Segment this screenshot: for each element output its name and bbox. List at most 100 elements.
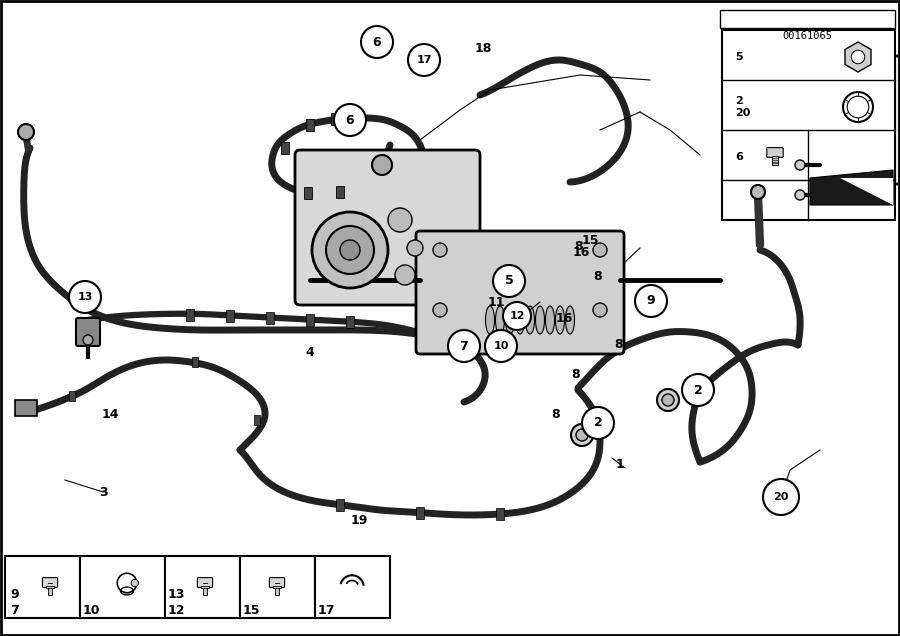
Circle shape xyxy=(582,407,614,439)
Bar xyxy=(306,119,314,131)
Text: 1: 1 xyxy=(616,459,625,471)
Bar xyxy=(331,113,339,125)
Text: 12: 12 xyxy=(168,604,185,616)
Bar xyxy=(202,588,207,595)
Circle shape xyxy=(408,44,440,76)
Text: 5: 5 xyxy=(735,52,742,62)
FancyBboxPatch shape xyxy=(416,231,624,354)
Bar xyxy=(192,357,198,367)
Text: 7: 7 xyxy=(10,604,19,616)
Ellipse shape xyxy=(536,306,544,334)
Bar xyxy=(266,312,274,324)
Circle shape xyxy=(395,265,415,285)
Bar xyxy=(304,187,312,199)
Text: 2: 2 xyxy=(594,417,602,429)
Text: 6: 6 xyxy=(373,36,382,48)
Circle shape xyxy=(662,394,674,406)
Text: 2: 2 xyxy=(694,384,702,396)
Text: 5: 5 xyxy=(505,275,513,287)
Text: 13: 13 xyxy=(168,588,185,602)
Polygon shape xyxy=(845,42,871,72)
Circle shape xyxy=(407,240,423,256)
Bar xyxy=(336,499,344,511)
Bar xyxy=(5,556,80,618)
Bar xyxy=(722,30,895,220)
Text: 2
20: 2 20 xyxy=(735,96,751,118)
Circle shape xyxy=(433,243,447,257)
Ellipse shape xyxy=(485,306,494,334)
Bar xyxy=(720,10,895,28)
Text: 4: 4 xyxy=(306,345,314,359)
Bar xyxy=(48,588,52,595)
Text: 16: 16 xyxy=(572,247,590,259)
Text: 7: 7 xyxy=(460,340,468,352)
Text: 17: 17 xyxy=(416,55,432,65)
FancyBboxPatch shape xyxy=(42,577,58,588)
Text: 11: 11 xyxy=(487,296,505,308)
Bar xyxy=(274,588,279,595)
Circle shape xyxy=(433,303,447,317)
Circle shape xyxy=(851,50,865,64)
FancyBboxPatch shape xyxy=(767,148,783,157)
Circle shape xyxy=(503,302,531,330)
Bar xyxy=(80,556,165,618)
Text: 15: 15 xyxy=(581,233,598,247)
Circle shape xyxy=(372,155,392,175)
Bar xyxy=(336,186,344,198)
Text: 6: 6 xyxy=(735,152,742,162)
Text: 00161065: 00161065 xyxy=(782,31,832,41)
Circle shape xyxy=(795,190,805,200)
FancyBboxPatch shape xyxy=(295,150,480,305)
Circle shape xyxy=(571,424,593,446)
Circle shape xyxy=(593,243,607,257)
Circle shape xyxy=(361,26,393,58)
FancyBboxPatch shape xyxy=(816,56,900,184)
Text: 8: 8 xyxy=(552,408,561,422)
Text: 20: 20 xyxy=(773,492,788,502)
Bar xyxy=(416,507,424,519)
Bar xyxy=(254,415,260,425)
Circle shape xyxy=(326,226,374,274)
Bar xyxy=(496,508,504,520)
Circle shape xyxy=(448,330,480,362)
Bar xyxy=(165,556,240,618)
Text: 10: 10 xyxy=(83,604,101,616)
Bar xyxy=(240,556,315,618)
Circle shape xyxy=(485,330,517,362)
Text: 18: 18 xyxy=(474,43,491,55)
Text: 6: 6 xyxy=(346,113,355,127)
Bar xyxy=(226,310,234,322)
Text: 8: 8 xyxy=(594,270,602,282)
Text: 16: 16 xyxy=(555,312,572,324)
Ellipse shape xyxy=(496,306,505,334)
Text: 13: 13 xyxy=(77,292,93,302)
Bar xyxy=(315,556,390,618)
Circle shape xyxy=(493,265,525,297)
Circle shape xyxy=(751,185,765,199)
Text: 9: 9 xyxy=(10,588,19,602)
FancyBboxPatch shape xyxy=(76,318,100,346)
Text: 8: 8 xyxy=(572,368,580,382)
Circle shape xyxy=(576,429,588,441)
Text: 12: 12 xyxy=(509,311,525,321)
Text: 10: 10 xyxy=(493,341,508,351)
Circle shape xyxy=(18,124,34,140)
Circle shape xyxy=(593,303,607,317)
Circle shape xyxy=(657,389,679,411)
Ellipse shape xyxy=(545,306,554,334)
Text: 19: 19 xyxy=(350,513,368,527)
Circle shape xyxy=(388,208,412,232)
Text: 14: 14 xyxy=(101,408,119,422)
Polygon shape xyxy=(810,170,893,205)
Ellipse shape xyxy=(565,306,574,334)
Ellipse shape xyxy=(506,306,515,334)
Text: 3: 3 xyxy=(99,485,107,499)
Bar xyxy=(281,142,289,154)
Circle shape xyxy=(69,281,101,313)
Circle shape xyxy=(635,285,667,317)
Circle shape xyxy=(334,104,366,136)
Ellipse shape xyxy=(526,306,535,334)
Bar xyxy=(772,156,778,165)
Text: 8: 8 xyxy=(575,240,583,252)
Ellipse shape xyxy=(555,306,564,334)
